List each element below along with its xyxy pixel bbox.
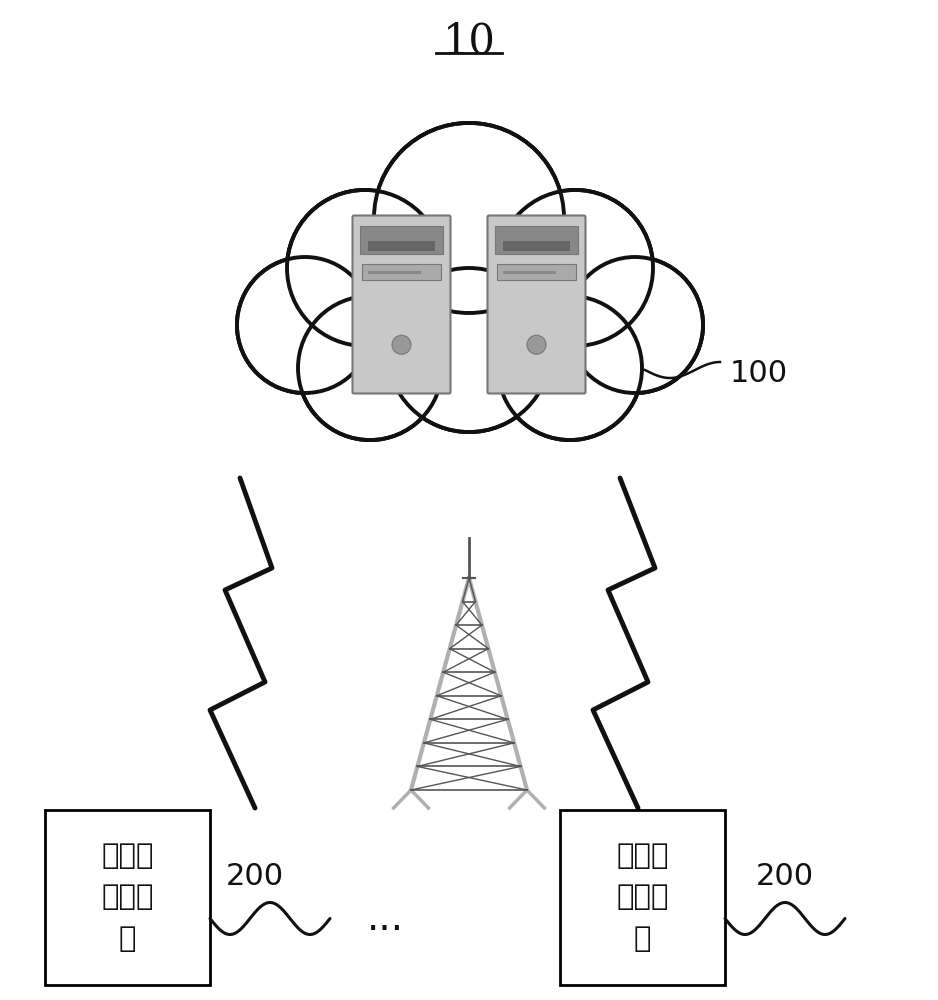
Text: 200: 200: [756, 862, 814, 891]
Circle shape: [300, 298, 440, 438]
Circle shape: [497, 190, 653, 346]
Bar: [496, 264, 576, 280]
Circle shape: [387, 268, 551, 432]
Text: 100: 100: [730, 359, 788, 387]
Bar: [369, 271, 420, 274]
Circle shape: [471, 227, 627, 383]
Circle shape: [356, 152, 582, 378]
Circle shape: [311, 227, 467, 383]
Bar: [560, 810, 725, 985]
FancyBboxPatch shape: [488, 216, 585, 393]
Text: ...: ...: [367, 900, 403, 938]
Circle shape: [531, 277, 647, 393]
Bar: [494, 226, 579, 254]
Circle shape: [451, 167, 587, 303]
Circle shape: [237, 257, 373, 393]
Circle shape: [239, 259, 371, 391]
FancyBboxPatch shape: [353, 216, 450, 393]
Circle shape: [567, 257, 703, 393]
Text: 200: 200: [226, 862, 284, 891]
Bar: [369, 241, 434, 251]
Circle shape: [289, 192, 441, 344]
Circle shape: [527, 335, 546, 354]
Circle shape: [392, 335, 411, 354]
Bar: [504, 241, 569, 251]
Bar: [362, 264, 442, 280]
Circle shape: [351, 167, 487, 303]
Circle shape: [569, 259, 701, 391]
Text: 10: 10: [443, 21, 495, 63]
Circle shape: [498, 296, 642, 440]
Circle shape: [391, 277, 547, 433]
Circle shape: [500, 298, 640, 438]
Bar: [45, 810, 210, 985]
Circle shape: [376, 125, 562, 311]
Circle shape: [389, 270, 549, 430]
Text: 智能太
阳能箱
包: 智能太 阳能箱 包: [101, 842, 154, 953]
Circle shape: [499, 192, 651, 344]
Text: 智能太
阳能箱
包: 智能太 阳能箱 包: [616, 842, 669, 953]
Circle shape: [298, 296, 442, 440]
Circle shape: [374, 123, 564, 313]
Bar: [504, 271, 555, 274]
Bar: [359, 226, 444, 254]
Circle shape: [287, 190, 443, 346]
Circle shape: [291, 277, 407, 393]
